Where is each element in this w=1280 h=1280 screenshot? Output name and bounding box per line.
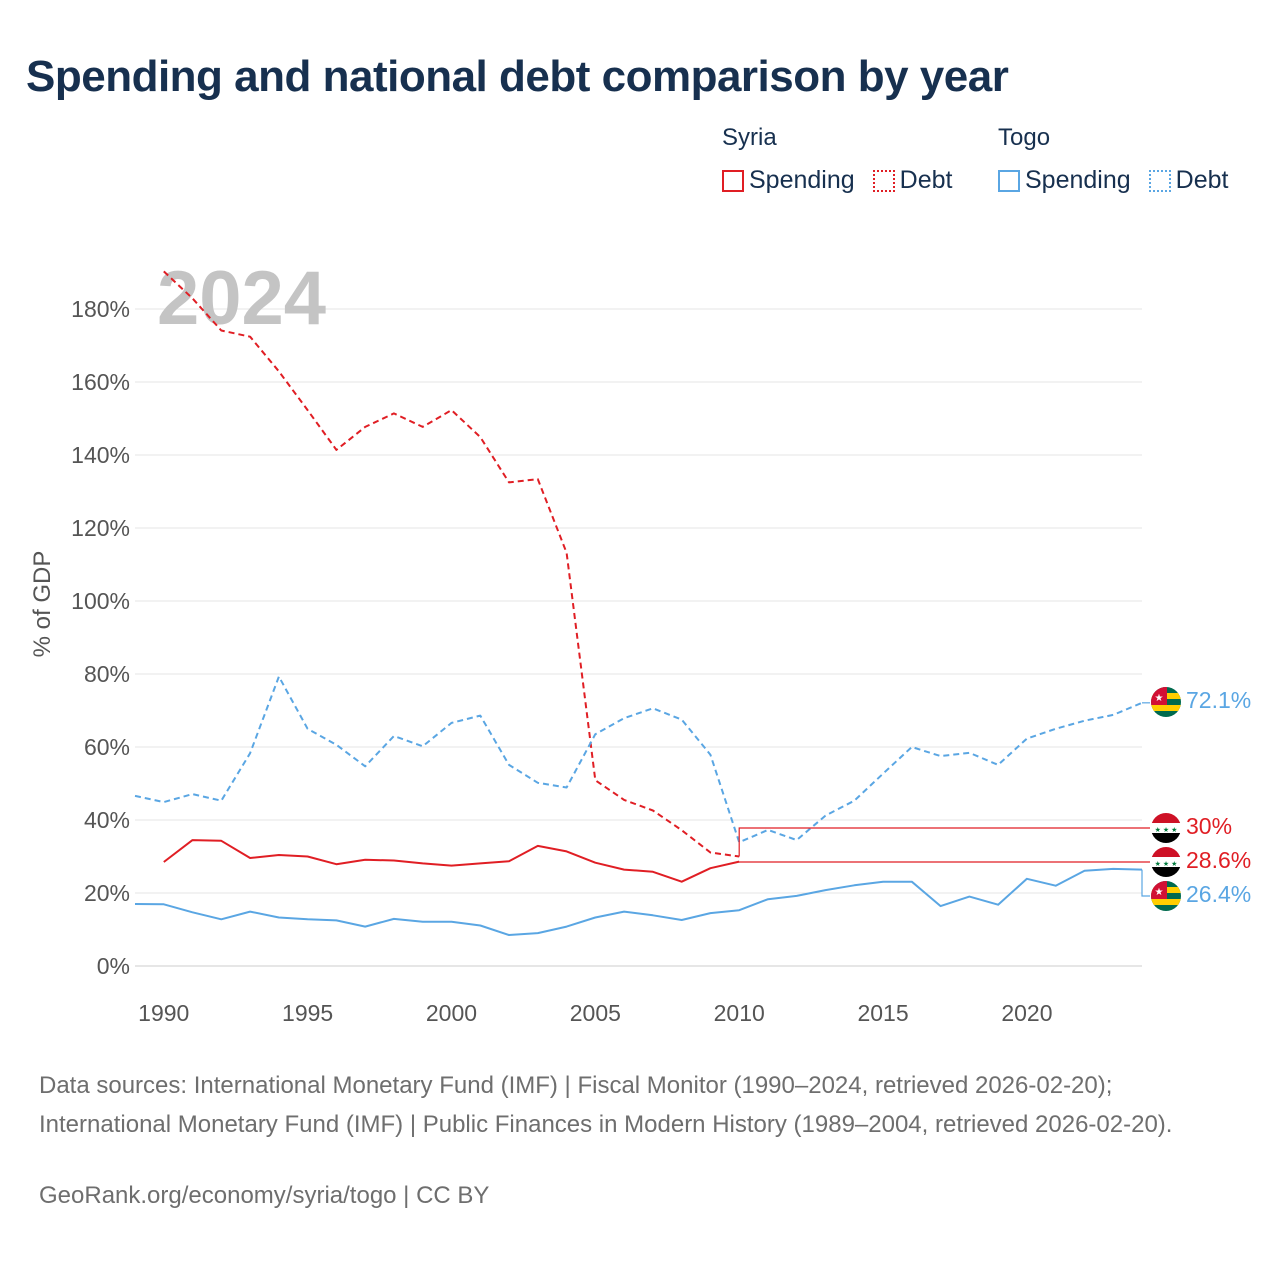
series-line-togo-debt[interactable] bbox=[134, 675, 1143, 844]
legend-country-label: Togo bbox=[998, 124, 1051, 151]
syria-flag-icon: ★ ★ ★ bbox=[1151, 847, 1181, 877]
y-tick-label: 60% bbox=[84, 734, 130, 760]
legend-togo: Togo Spending Debt bbox=[998, 124, 1228, 195]
y-tick-label: 160% bbox=[71, 369, 130, 395]
legend-togo-spending[interactable]: Spending bbox=[998, 166, 1131, 195]
legend-syria-spending[interactable]: Spending bbox=[722, 166, 855, 195]
credit-link[interactable]: GeoRank.org/economy/syria/togo | CC BY bbox=[39, 1182, 490, 1209]
svg-text:★ ★ ★: ★ ★ ★ bbox=[1155, 826, 1178, 834]
x-tick-label: 2000 bbox=[426, 1000, 477, 1026]
y-tick-label: 140% bbox=[71, 442, 130, 468]
legend-swatch-dotted bbox=[1148, 169, 1171, 192]
legend-item-label: Spending bbox=[749, 166, 855, 194]
svg-text:★: ★ bbox=[1155, 887, 1164, 898]
y-tick-label: 180% bbox=[71, 296, 130, 322]
y-tick-label: 40% bbox=[84, 807, 130, 833]
end-label-togo-spending: 26.4% bbox=[1186, 881, 1251, 907]
y-tick-label: 0% bbox=[97, 953, 130, 979]
data-sources: Data sources: International Monetary Fun… bbox=[39, 1072, 1173, 1138]
svg-text:★ ★ ★: ★ ★ ★ bbox=[1155, 860, 1178, 868]
end-label-syria-debt: 30% bbox=[1186, 813, 1232, 839]
year-watermark: 2024 bbox=[157, 256, 326, 341]
x-tick-label: 2020 bbox=[1001, 1000, 1052, 1026]
y-tick-label: 120% bbox=[71, 515, 130, 541]
end-label-syria-spending: 28.6% bbox=[1186, 847, 1251, 873]
end-label-connector bbox=[738, 827, 1150, 857]
togo-flag-icon: ★ bbox=[1151, 881, 1181, 911]
y-axis-label: % of GDP bbox=[29, 551, 56, 658]
legend-swatch-solid bbox=[998, 169, 1020, 192]
series-line-togo-spending[interactable] bbox=[134, 867, 1143, 936]
svg-text:★: ★ bbox=[1155, 693, 1164, 704]
syria-flag-icon: ★ ★ ★ bbox=[1151, 813, 1181, 843]
end-label-connector bbox=[1141, 869, 1150, 897]
legend-country-label: Syria bbox=[722, 124, 777, 151]
series-line-syria-debt[interactable] bbox=[163, 270, 740, 858]
chart-title: Spending and national debt comparison by… bbox=[26, 52, 1009, 101]
y-tick-label: 100% bbox=[71, 588, 130, 614]
x-tick-label: 2010 bbox=[714, 1000, 765, 1026]
y-tick-label: 20% bbox=[84, 880, 130, 906]
x-tick-label: 1990 bbox=[138, 1000, 189, 1026]
togo-flag-icon: ★ bbox=[1151, 687, 1181, 717]
y-tick-label: 80% bbox=[84, 661, 130, 687]
legend-item-label: Debt bbox=[899, 166, 953, 194]
series-line-syria-spending[interactable] bbox=[163, 839, 740, 883]
legend-item-label: Spending bbox=[1025, 166, 1131, 194]
legend-syria: Syria Spending Debt bbox=[722, 124, 952, 195]
end-label-togo-debt: 72.1% bbox=[1186, 687, 1251, 713]
legend-swatch-dotted bbox=[872, 169, 895, 192]
legend-syria-debt[interactable]: Debt bbox=[872, 166, 953, 195]
legend-item-label: Debt bbox=[1175, 166, 1229, 194]
x-tick-label: 2005 bbox=[570, 1000, 621, 1026]
x-tick-label: 2015 bbox=[857, 1000, 908, 1026]
line-chart: 0% 20% 40% 60% 80% 100% 120% 140% 160% 180% 1990 1… bbox=[29, 256, 1251, 1026]
legend-swatch-solid bbox=[722, 169, 744, 192]
legend-togo-debt[interactable]: Debt bbox=[1148, 166, 1229, 195]
x-tick-label: 1995 bbox=[282, 1000, 333, 1026]
